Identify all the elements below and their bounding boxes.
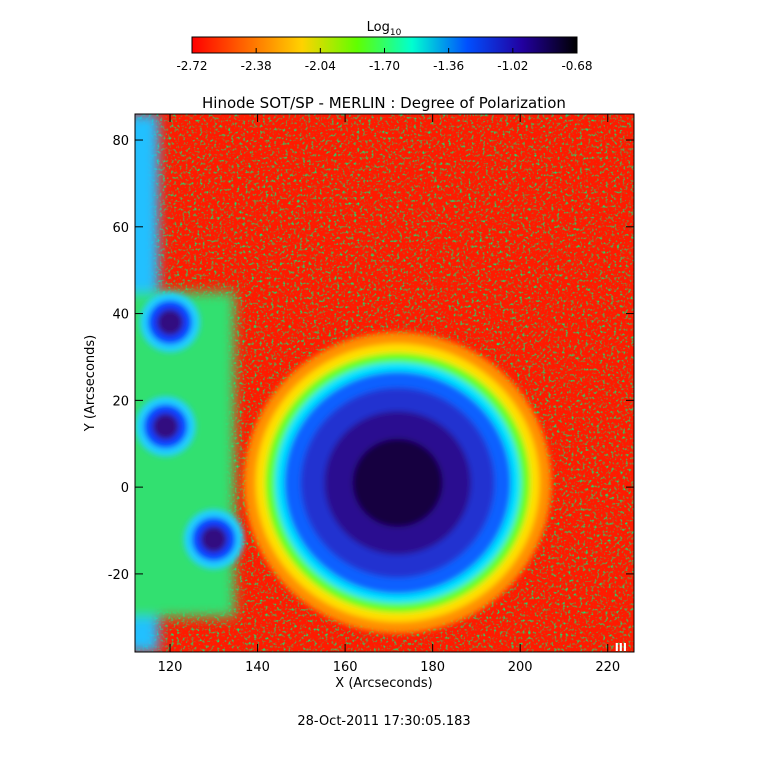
pore (135, 396, 196, 457)
x-tick-label: 140 (245, 660, 270, 675)
colorbar-tick-label: -1.36 (433, 59, 464, 73)
sunspot (243, 332, 552, 634)
colorbar-tick-label: -0.68 (561, 59, 592, 73)
colorbar-ticks: -2.72 -2.38 -2.04 -1.70 -1.36 -1.02 -0.68 (176, 48, 593, 73)
pore (140, 292, 201, 353)
y-axis-label: Y (Arcseconds) (83, 335, 98, 432)
y-tick-label: 60 (112, 221, 129, 236)
x-axis-label: X (Arcseconds) (335, 676, 432, 691)
y-tick-label: 20 (112, 394, 129, 409)
axis-ticks: 120 140 160 180 200 220 -20 0 20 40 60 80 (108, 114, 634, 675)
colorbar-tick-label: -2.38 (241, 59, 272, 73)
colorbar: Log10 -2.72 -2.38 -2.04 -1.70 -1.36 -1.02 -0.6… (176, 20, 592, 73)
colorbar-tick-label: -1.02 (497, 59, 528, 73)
y-tick-label: 80 (112, 134, 129, 149)
heatmap-features (135, 114, 552, 652)
x-tick-label: 120 (158, 660, 183, 675)
pore (183, 509, 244, 570)
corner-mark: III (615, 641, 627, 654)
x-tick-label: 200 (508, 660, 533, 675)
heatmap-image (135, 114, 634, 652)
y-tick-label: -20 (108, 568, 129, 583)
y-tick-label: 0 (121, 481, 129, 496)
x-tick-label: 220 (595, 660, 620, 675)
sunspot-ring (352, 438, 443, 527)
x-tick-label: 180 (420, 660, 445, 675)
colorbar-tick-label: -2.72 (176, 59, 207, 73)
colorbar-tick-label: -1.70 (369, 59, 400, 73)
colorbar-tick-label: -2.04 (305, 59, 336, 73)
timestamp: 28-Oct-2011 17:30:05.183 (297, 714, 471, 729)
x-tick-label: 160 (333, 660, 358, 675)
colorbar-label: Log10 (367, 20, 402, 38)
y-tick-label: 40 (112, 308, 129, 323)
plot-frame (134, 113, 635, 653)
chart-title: Hinode SOT/SP - MERLIN : Degree of Polar… (202, 94, 566, 112)
